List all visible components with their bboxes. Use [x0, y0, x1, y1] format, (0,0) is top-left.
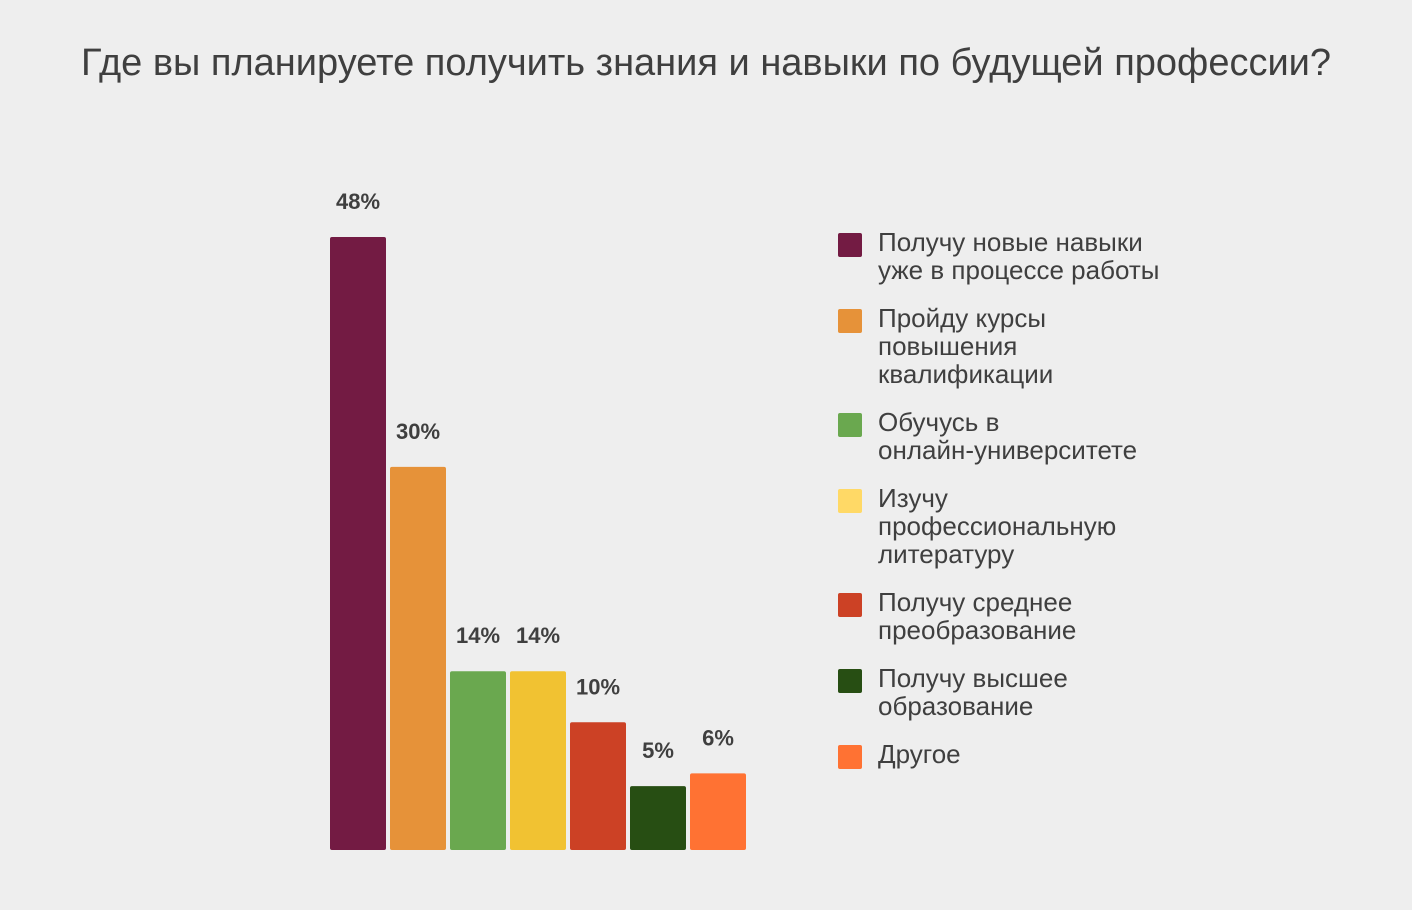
bar — [510, 671, 566, 850]
bar-value-label: 6% — [702, 725, 734, 750]
legend-swatch — [838, 309, 862, 333]
chart-title: Где вы планируете получить знания и навы… — [80, 42, 1332, 84]
bar — [330, 237, 386, 850]
legend-label: Получу высшее образование — [878, 663, 1068, 721]
legend-label: Получу новые навыки уже в процессе работы — [878, 227, 1160, 285]
legend-swatch — [838, 593, 862, 617]
bar-value-label: 10% — [576, 674, 620, 699]
bar — [450, 671, 506, 850]
legend-swatch — [838, 233, 862, 257]
bar — [390, 466, 446, 850]
legend-swatch — [838, 413, 862, 437]
bar — [570, 722, 626, 850]
bar-value-label: 48% — [336, 189, 380, 214]
legend-swatch — [838, 745, 862, 769]
bar-value-label: 5% — [642, 738, 674, 763]
bar — [690, 773, 746, 850]
legend-label: Изучу профессиональную литературу — [878, 483, 1117, 569]
legend-label: Пройду курсы повышения квалификации — [878, 303, 1054, 389]
legend-label: Обучусь в онлайн-университете — [878, 407, 1138, 465]
legend-swatch — [838, 669, 862, 693]
bar — [630, 786, 686, 850]
bar-value-label: 30% — [396, 419, 440, 444]
bar-value-label: 14% — [516, 623, 560, 648]
legend-label: Получу среднее преобразование — [878, 587, 1077, 645]
legend-swatch — [838, 489, 862, 513]
bar-value-label: 14% — [456, 623, 500, 648]
legend-label: Другое — [878, 739, 961, 769]
